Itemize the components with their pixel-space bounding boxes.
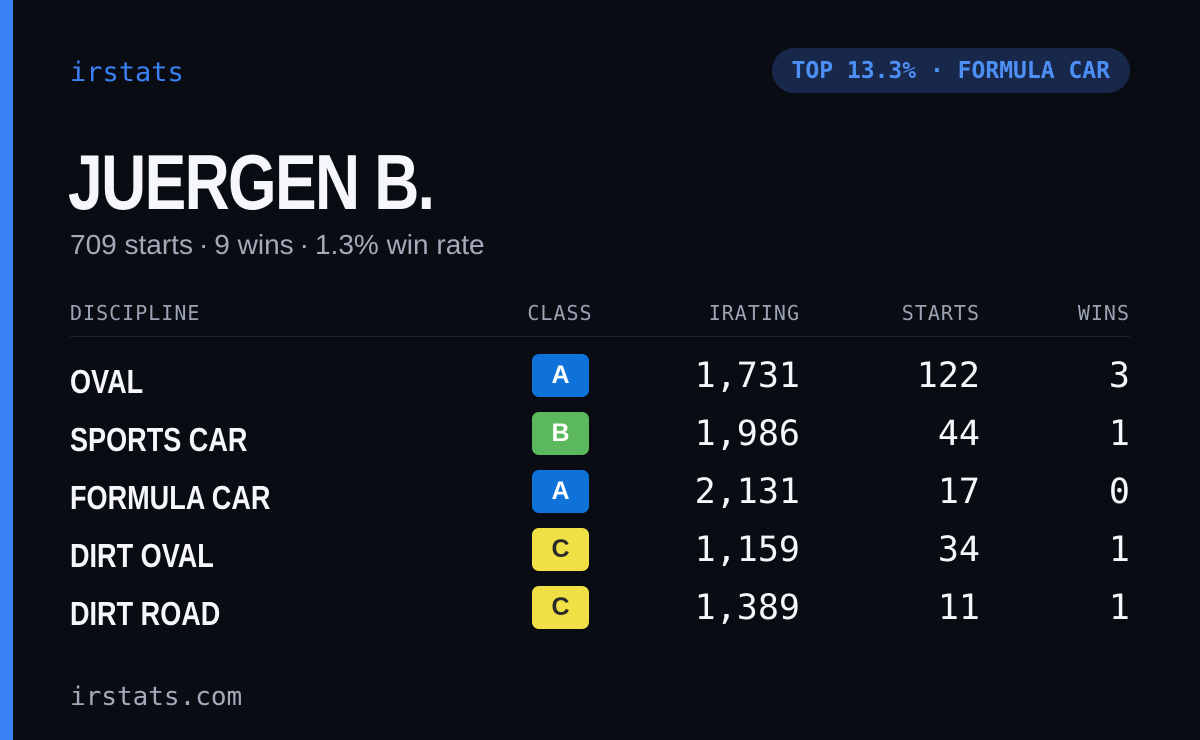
header-irating: IRATING: [708, 301, 800, 325]
starts-summary: 709 starts: [70, 229, 193, 260]
header-discipline: DISCIPLINE: [70, 301, 201, 325]
starts-value: 11: [937, 588, 980, 628]
irating-value: 1,986: [694, 414, 800, 454]
discipline-name: OVAL: [70, 363, 144, 400]
class-badge: A: [532, 470, 589, 513]
table-row: OVAL A 1,731 122 3: [70, 354, 1130, 412]
table-row: SPORTS CAR B 1,986 44 1: [70, 412, 1130, 470]
irating-value: 1,389: [694, 588, 800, 628]
starts-value: 122: [916, 356, 980, 396]
starts-value: 34: [937, 530, 980, 570]
header-wins: WINS: [1077, 301, 1130, 325]
wins-value: 1: [1108, 530, 1130, 570]
accent-bar: [0, 0, 13, 740]
irating-value: 1,159: [694, 530, 800, 570]
header-class: CLASS: [527, 301, 593, 325]
table-row: DIRT ROAD C 1,389 11 1: [70, 586, 1130, 644]
separator: ·: [299, 229, 309, 260]
irating-value: 1,731: [694, 356, 800, 396]
wins-value: 1: [1108, 588, 1130, 628]
class-badge: C: [532, 528, 589, 571]
discipline-name: SPORTS CAR: [70, 421, 248, 458]
irating-value: 2,131: [694, 472, 800, 512]
header-starts: STARTS: [901, 301, 980, 325]
discipline-name: FORMULA CAR: [70, 479, 271, 516]
driver-name: JUERGEN B.: [68, 138, 435, 226]
table-row: DIRT OVAL C 1,159 34 1: [70, 528, 1130, 586]
wins-value: 0: [1108, 472, 1130, 512]
wins-value: 1: [1108, 414, 1130, 454]
footer-url: irstats.com: [70, 682, 243, 712]
separator: ·: [198, 229, 209, 260]
class-badge: C: [532, 586, 589, 629]
wins-value: 3: [1108, 356, 1130, 396]
class-badge: B: [532, 412, 589, 455]
table-row: FORMULA CAR A 2,131 17 0: [70, 470, 1130, 528]
driver-summary: 709 starts · 9 wins · 1.3% win rate: [70, 228, 485, 262]
discipline-name: DIRT OVAL: [70, 537, 214, 574]
discipline-name: DIRT ROAD: [70, 595, 221, 632]
starts-value: 44: [937, 414, 980, 454]
class-badge: A: [532, 354, 589, 397]
rank-badge: TOP 13.3% · FORMULA CAR: [771, 48, 1130, 93]
win-rate-summary: 1.3% win rate: [314, 229, 485, 260]
table-header: DISCIPLINE CLASS IRATING STARTS WINS: [70, 300, 1130, 337]
brand-logo: irstats: [70, 57, 184, 88]
wins-summary: 9 wins: [214, 229, 294, 260]
starts-value: 17: [937, 472, 980, 512]
